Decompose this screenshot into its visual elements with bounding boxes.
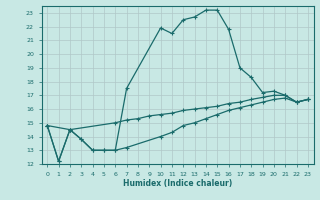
- X-axis label: Humidex (Indice chaleur): Humidex (Indice chaleur): [123, 179, 232, 188]
